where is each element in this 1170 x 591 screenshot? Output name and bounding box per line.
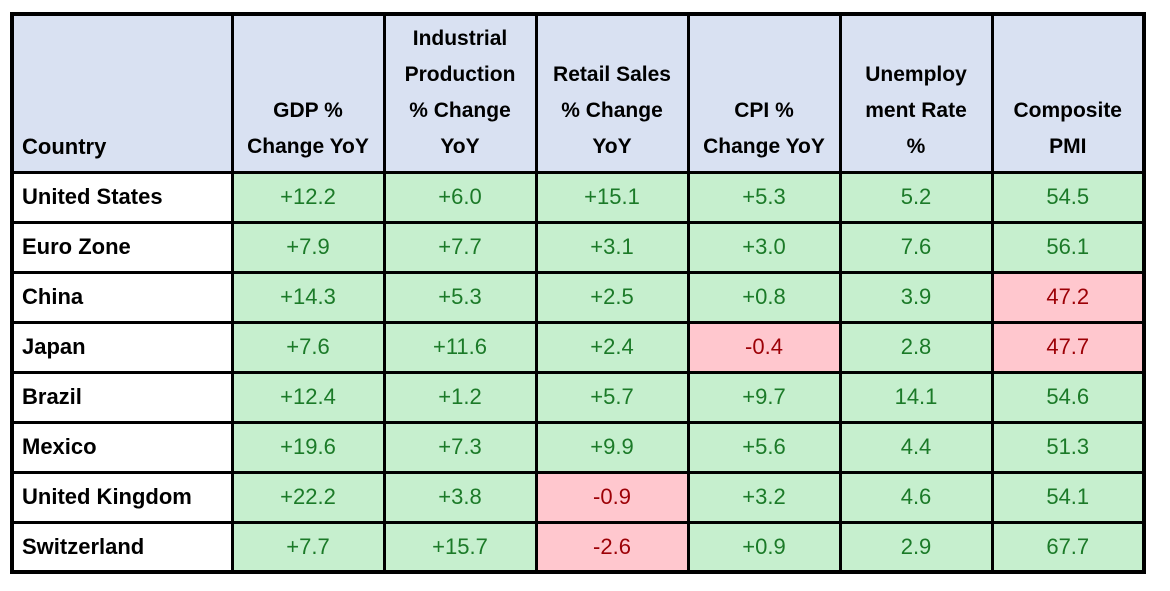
cpi-cell[interactable]: -0.4: [686, 320, 842, 374]
cpi-cell[interactable]: +3.2: [686, 470, 842, 524]
col-header-industrial-production[interactable]: Industrial Production % Change YoY: [382, 12, 538, 174]
retail-sales-cell[interactable]: +5.7: [534, 370, 690, 424]
retail-sales-cell[interactable]: +9.9: [534, 420, 690, 474]
country-cell[interactable]: United Kingdom: [10, 470, 234, 524]
table-row-united-states: United States +12.2 +6.0 +15.1 +5.3 5.2 …: [10, 170, 1146, 224]
industrial-production-cell[interactable]: +3.8: [382, 470, 538, 524]
gdp-cell[interactable]: +7.6: [230, 320, 386, 374]
industrial-production-cell[interactable]: +5.3: [382, 270, 538, 324]
retail-sales-cell[interactable]: +2.5: [534, 270, 690, 324]
industrial-production-cell[interactable]: +7.3: [382, 420, 538, 474]
country-cell[interactable]: Euro Zone: [10, 220, 234, 274]
unemployment-cell[interactable]: 4.4: [838, 420, 994, 474]
cpi-cell[interactable]: +5.3: [686, 170, 842, 224]
cpi-cell[interactable]: +0.9: [686, 520, 842, 574]
gdp-cell[interactable]: +12.2: [230, 170, 386, 224]
industrial-production-cell[interactable]: +7.7: [382, 220, 538, 274]
col-header-country[interactable]: Country: [10, 12, 234, 174]
retail-sales-cell[interactable]: +3.1: [534, 220, 690, 274]
retail-sales-cell[interactable]: +2.4: [534, 320, 690, 374]
composite-pmi-cell[interactable]: 54.5: [990, 170, 1146, 224]
country-cell[interactable]: Japan: [10, 320, 234, 374]
composite-pmi-cell[interactable]: 51.3: [990, 420, 1146, 474]
col-header-gdp[interactable]: GDP % Change YoY: [230, 12, 386, 174]
country-cell[interactable]: United States: [10, 170, 234, 224]
country-cell[interactable]: Switzerland: [10, 520, 234, 574]
cpi-cell[interactable]: +0.8: [686, 270, 842, 324]
composite-pmi-cell[interactable]: 54.1: [990, 470, 1146, 524]
unemployment-cell[interactable]: 3.9: [838, 270, 994, 324]
retail-sales-cell[interactable]: -2.6: [534, 520, 690, 574]
industrial-production-cell[interactable]: +11.6: [382, 320, 538, 374]
composite-pmi-cell[interactable]: 67.7: [990, 520, 1146, 574]
retail-sales-cell[interactable]: -0.9: [534, 470, 690, 524]
industrial-production-cell[interactable]: +1.2: [382, 370, 538, 424]
retail-sales-cell[interactable]: +15.1: [534, 170, 690, 224]
table-row-japan: Japan +7.6 +11.6 +2.4 -0.4 2.8 47.7: [10, 320, 1146, 374]
composite-pmi-cell[interactable]: 47.2: [990, 270, 1146, 324]
gdp-cell[interactable]: +12.4: [230, 370, 386, 424]
col-header-cpi[interactable]: CPI % Change YoY: [686, 12, 842, 174]
industrial-production-cell[interactable]: +6.0: [382, 170, 538, 224]
table-row-euro-zone: Euro Zone +7.9 +7.7 +3.1 +3.0 7.6 56.1: [10, 220, 1146, 274]
col-header-unemployment-rate[interactable]: Unemploy ment Rate %: [838, 12, 994, 174]
economic-indicators-table: Country GDP % Change YoY Industrial Prod…: [10, 12, 1146, 574]
composite-pmi-cell[interactable]: 54.6: [990, 370, 1146, 424]
country-cell[interactable]: China: [10, 270, 234, 324]
country-cell[interactable]: Brazil: [10, 370, 234, 424]
cpi-cell[interactable]: +5.6: [686, 420, 842, 474]
gdp-cell[interactable]: +22.2: [230, 470, 386, 524]
gdp-cell[interactable]: +7.9: [230, 220, 386, 274]
gdp-cell[interactable]: +7.7: [230, 520, 386, 574]
table-row-brazil: Brazil +12.4 +1.2 +5.7 +9.7 14.1 54.6: [10, 370, 1146, 424]
table-row-united-kingdom: United Kingdom +22.2 +3.8 -0.9 +3.2 4.6 …: [10, 470, 1146, 524]
unemployment-cell[interactable]: 2.8: [838, 320, 994, 374]
col-header-composite-pmi[interactable]: Composite PMI: [990, 12, 1146, 174]
cpi-cell[interactable]: +3.0: [686, 220, 842, 274]
table-row-mexico: Mexico +19.6 +7.3 +9.9 +5.6 4.4 51.3: [10, 420, 1146, 474]
table-row-switzerland: Switzerland +7.7 +15.7 -2.6 +0.9 2.9 67.…: [10, 520, 1146, 574]
unemployment-cell[interactable]: 7.6: [838, 220, 994, 274]
table-row-china: China +14.3 +5.3 +2.5 +0.8 3.9 47.2: [10, 270, 1146, 324]
industrial-production-cell[interactable]: +15.7: [382, 520, 538, 574]
unemployment-cell[interactable]: 2.9: [838, 520, 994, 574]
composite-pmi-cell[interactable]: 56.1: [990, 220, 1146, 274]
gdp-cell[interactable]: +14.3: [230, 270, 386, 324]
composite-pmi-cell[interactable]: 47.7: [990, 320, 1146, 374]
country-cell[interactable]: Mexico: [10, 420, 234, 474]
col-header-retail-sales[interactable]: Retail Sales % Change YoY: [534, 12, 690, 174]
unemployment-cell[interactable]: 14.1: [838, 370, 994, 424]
gdp-cell[interactable]: +19.6: [230, 420, 386, 474]
cpi-cell[interactable]: +9.7: [686, 370, 842, 424]
unemployment-cell[interactable]: 5.2: [838, 170, 994, 224]
unemployment-cell[interactable]: 4.6: [838, 470, 994, 524]
header-row: Country GDP % Change YoY Industrial Prod…: [10, 12, 1146, 174]
